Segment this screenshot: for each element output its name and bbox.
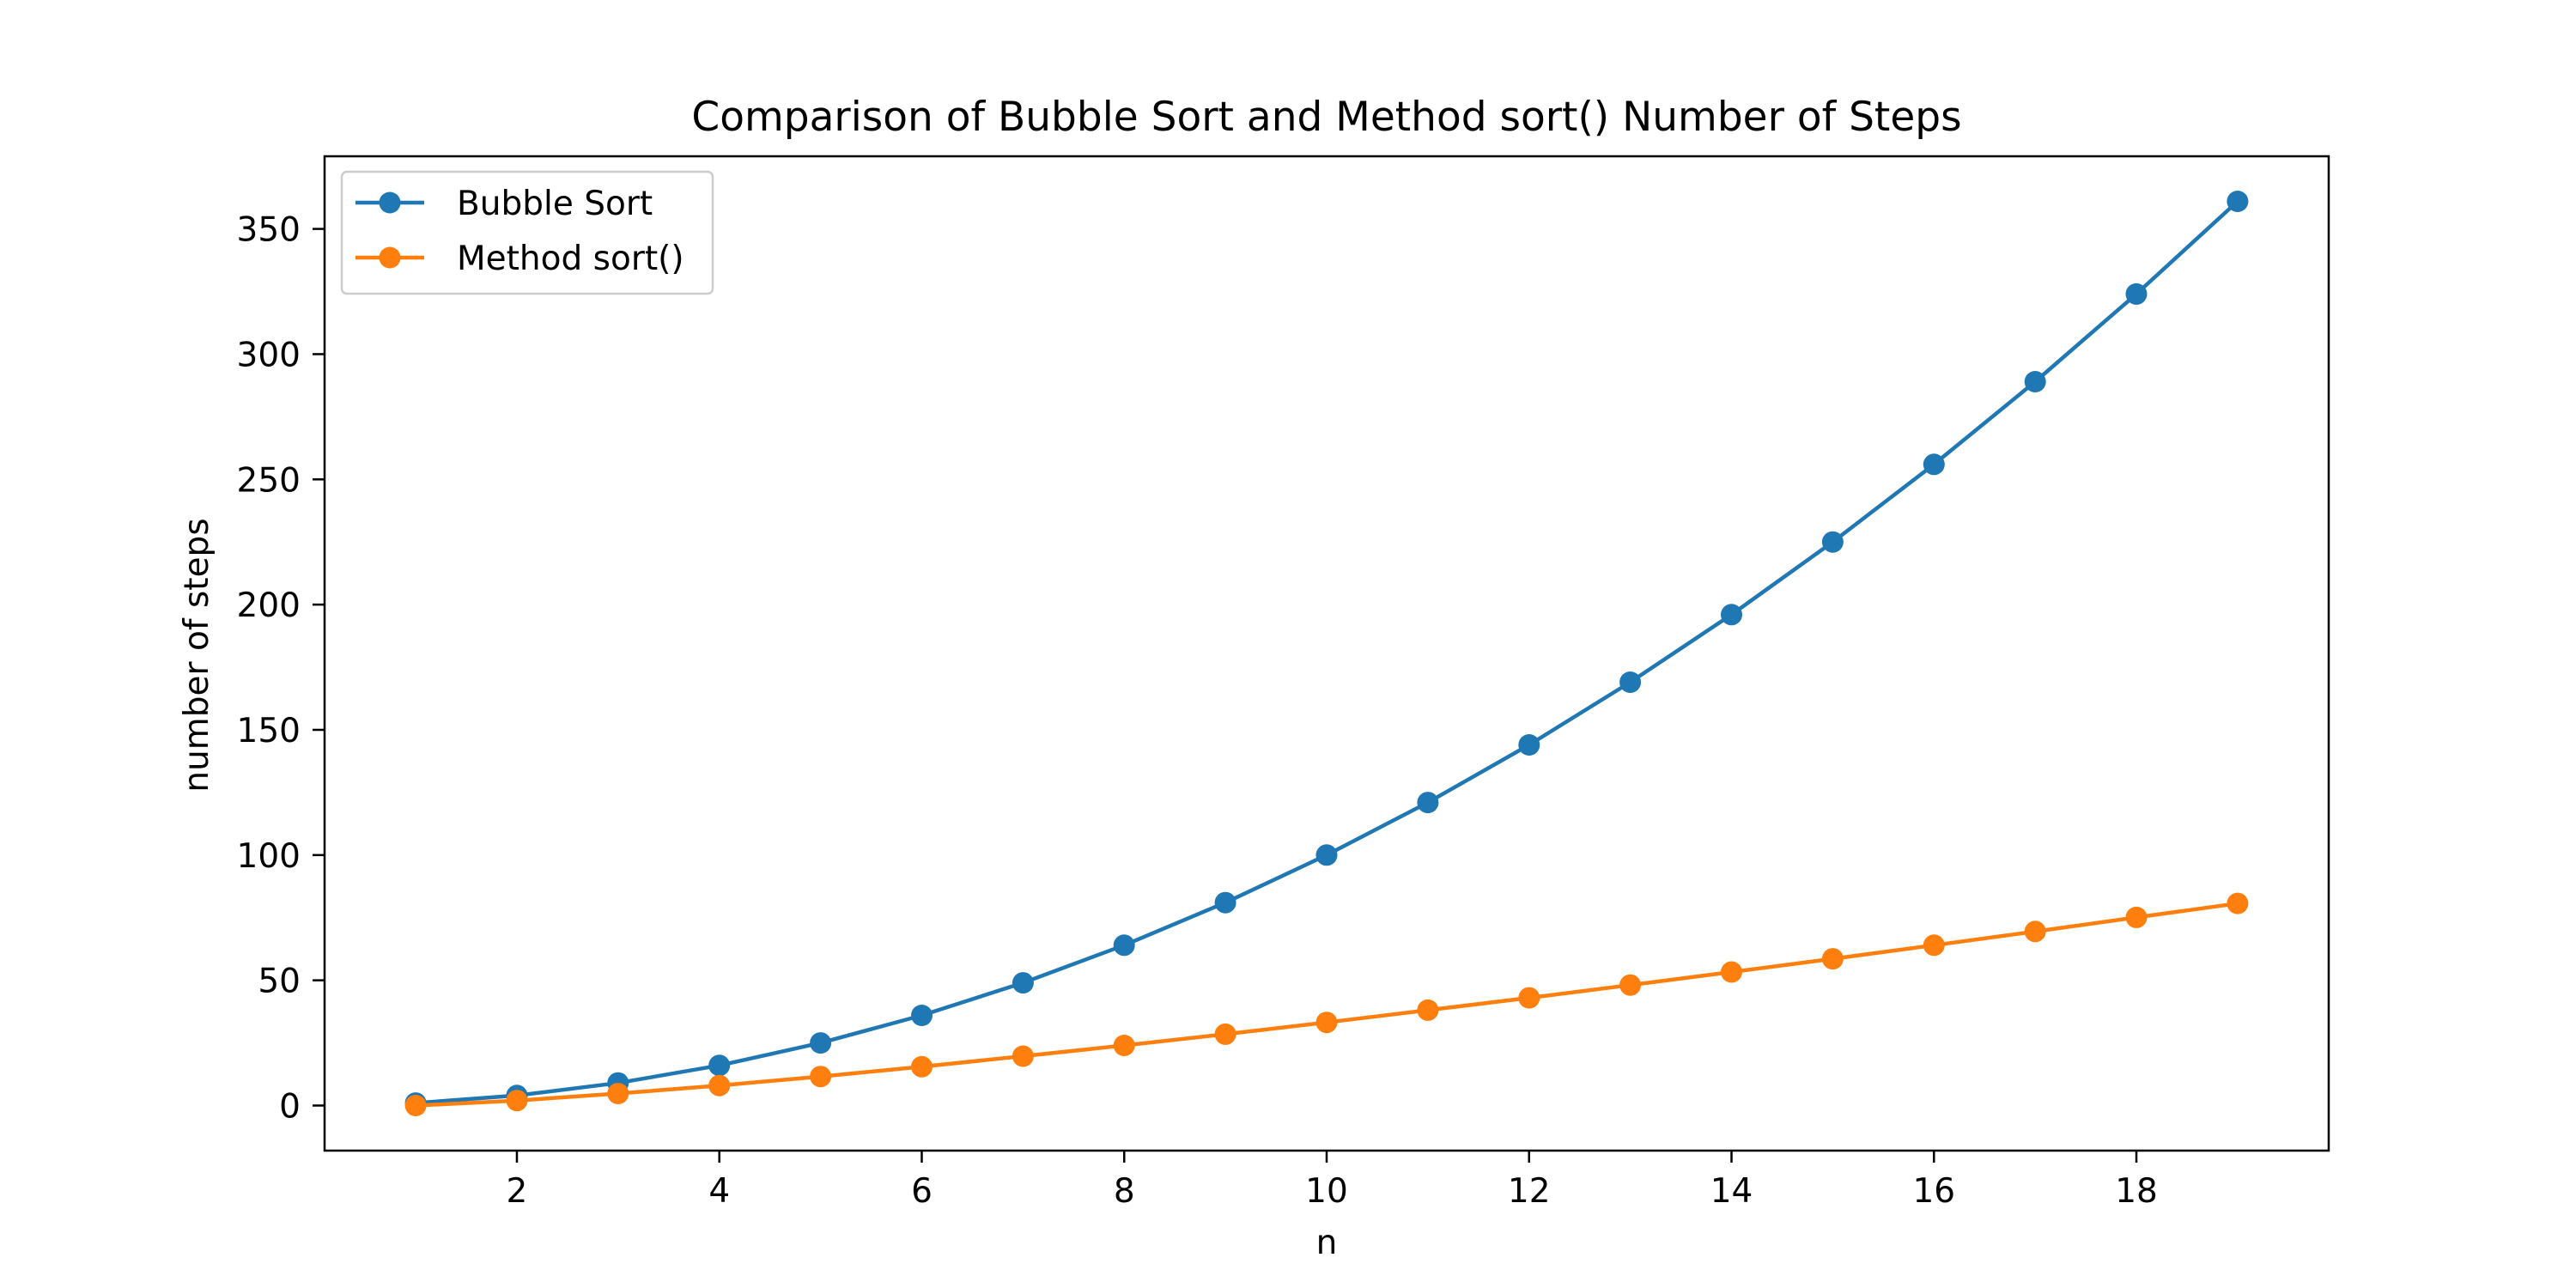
data-point-method-sort — [1417, 999, 1439, 1021]
x-tick-label: 4 — [708, 1172, 730, 1211]
data-point-bubble-sort — [2125, 283, 2148, 305]
chart-title: Comparison of Bubble Sort and Method sor… — [691, 94, 1961, 141]
data-point-method-sort — [1214, 1023, 1236, 1045]
data-point-method-sort — [2024, 920, 2046, 943]
data-point-method-sort — [911, 1055, 933, 1078]
data-point-method-sort — [810, 1066, 832, 1088]
data-point-bubble-sort — [1214, 891, 1236, 914]
y-tick-label: 150 — [237, 712, 301, 750]
data-point-method-sort — [404, 1095, 427, 1116]
y-tick-label: 100 — [237, 837, 301, 876]
data-point-bubble-sort — [911, 1005, 933, 1026]
data-point-bubble-sort — [1012, 972, 1034, 994]
data-point-bubble-sort — [2227, 191, 2249, 212]
x-tick-label: 2 — [507, 1172, 528, 1211]
x-axis-label: n — [1316, 1224, 1338, 1262]
data-point-bubble-sort — [1113, 934, 1135, 957]
y-tick-label: 350 — [237, 211, 301, 250]
data-point-bubble-sort — [810, 1032, 832, 1054]
data-point-method-sort — [1923, 934, 1945, 957]
x-tick-label: 18 — [2115, 1172, 2158, 1211]
y-tick-label: 0 — [279, 1087, 301, 1126]
data-point-bubble-sort — [2024, 371, 2046, 392]
legend-label-method-sort: Method sort() — [457, 240, 684, 278]
y-axis-label: number of steps — [178, 518, 216, 792]
data-point-method-sort — [1518, 987, 1540, 1009]
data-point-bubble-sort — [1923, 453, 1945, 476]
data-point-method-sort — [1721, 961, 1742, 983]
axes: 2 4 6 8 10 12 14 16 18 0 50 100 150 200 250 300 350 — [237, 155, 2330, 1211]
data-point-bubble-sort — [1417, 792, 1439, 814]
x-tick-label: 12 — [1508, 1172, 1551, 1211]
x-tick-label: 10 — [1305, 1172, 1348, 1211]
data-point-method-sort — [1315, 1012, 1338, 1034]
legend: Bubble Sort Method sort() — [340, 170, 714, 295]
x-tick-label: 6 — [911, 1172, 933, 1211]
x-tick-label: 14 — [1710, 1172, 1753, 1211]
plot-area — [404, 191, 2249, 1116]
data-point-method-sort — [506, 1090, 528, 1112]
data-point-bubble-sort — [708, 1054, 731, 1077]
data-point-bubble-sort — [1721, 604, 1742, 626]
data-point-method-sort — [2227, 892, 2249, 914]
y-tick-label: 250 — [237, 461, 301, 500]
legend-marker-method-sort — [379, 246, 401, 269]
data-point-method-sort — [708, 1074, 731, 1097]
data-point-method-sort — [1012, 1045, 1034, 1067]
data-point-method-sort — [1113, 1035, 1135, 1056]
data-point-method-sort — [2125, 906, 2148, 928]
y-tick-label: 200 — [237, 586, 301, 625]
y-tick-label: 50 — [258, 963, 301, 1001]
x-tick-label: 16 — [1912, 1172, 1955, 1211]
data-point-method-sort — [1821, 948, 1844, 970]
data-point-bubble-sort — [1821, 531, 1844, 553]
legend-box — [340, 170, 714, 295]
data-point-bubble-sort — [1619, 671, 1642, 693]
y-tick-label: 300 — [237, 336, 301, 374]
data-point-method-sort — [1619, 974, 1642, 996]
legend-marker-bubble-sort — [379, 191, 401, 214]
data-point-bubble-sort — [1315, 844, 1338, 866]
legend-label-bubble-sort: Bubble Sort — [457, 185, 653, 223]
data-point-method-sort — [607, 1083, 629, 1104]
x-tick-label: 8 — [1114, 1172, 1135, 1211]
data-point-bubble-sort — [1518, 734, 1540, 756]
